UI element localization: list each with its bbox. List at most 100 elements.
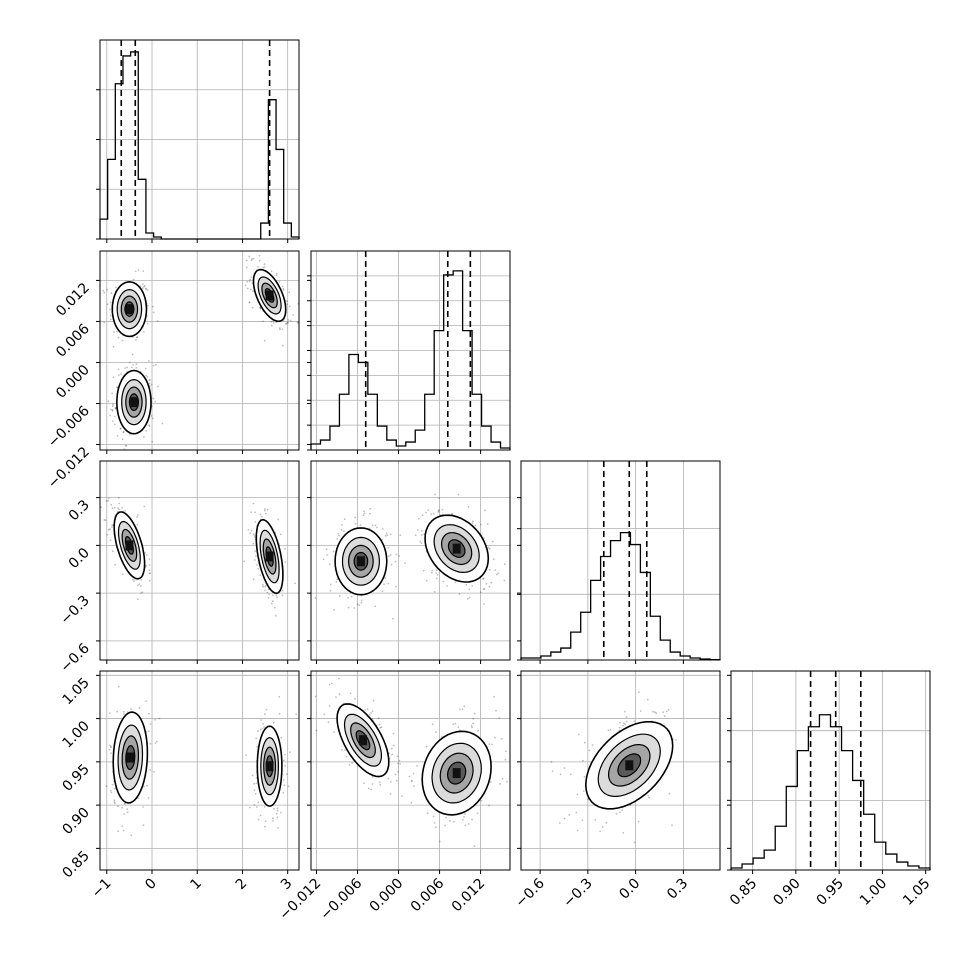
scatter-point bbox=[332, 550, 335, 553]
scatter-point bbox=[270, 320, 273, 323]
scatter-point bbox=[149, 742, 152, 745]
scatter-point bbox=[435, 577, 438, 580]
scatter-point bbox=[665, 710, 668, 713]
scatter-point bbox=[364, 709, 366, 711]
scatter-point bbox=[140, 579, 143, 581]
scatter-point bbox=[471, 818, 473, 821]
scatter-point bbox=[259, 307, 262, 310]
scatter-point bbox=[249, 806, 251, 809]
scatter-point bbox=[138, 706, 141, 709]
scatter-point bbox=[439, 840, 441, 843]
scatter-point bbox=[368, 713, 371, 716]
scatter-point bbox=[281, 344, 284, 347]
scatter-point bbox=[124, 510, 126, 512]
scatter-point bbox=[398, 759, 401, 762]
density-group bbox=[314, 677, 508, 848]
scatter-point bbox=[397, 762, 399, 765]
scatter-point bbox=[336, 538, 339, 540]
scatter-point bbox=[582, 759, 584, 762]
scatter-point bbox=[121, 438, 124, 441]
scatter-point bbox=[272, 322, 275, 324]
scatter-point bbox=[135, 367, 138, 369]
scatter-point bbox=[473, 845, 476, 848]
scatter-point bbox=[158, 717, 161, 720]
scatter-point bbox=[338, 677, 340, 680]
scatter-point bbox=[330, 682, 333, 685]
scatter-point bbox=[254, 511, 256, 514]
scatter-point bbox=[282, 287, 285, 290]
scatter-point bbox=[338, 693, 341, 696]
scatter-point bbox=[264, 825, 266, 828]
y-tick-label: −0.012 bbox=[45, 444, 93, 492]
scatter-point bbox=[286, 773, 288, 775]
scatter-point bbox=[384, 577, 387, 580]
scatter-point bbox=[486, 523, 489, 525]
scatter-point bbox=[430, 513, 432, 515]
scatter-point bbox=[404, 562, 406, 564]
scatter-point bbox=[474, 524, 477, 527]
y-tick-label: 0.95 bbox=[59, 761, 92, 794]
scatter-point bbox=[452, 723, 455, 725]
scatter-point bbox=[130, 366, 133, 369]
scatter-point bbox=[257, 801, 260, 804]
scatter-point bbox=[471, 726, 473, 729]
hist-panel-1 bbox=[307, 250, 511, 451]
scatter-point bbox=[255, 555, 257, 557]
scatter-point bbox=[262, 722, 264, 725]
scatter-point bbox=[472, 718, 475, 720]
scatter-point bbox=[118, 508, 120, 511]
scatter-point bbox=[395, 585, 397, 588]
scatter-point bbox=[111, 507, 114, 509]
x-tick-label: 2 bbox=[233, 876, 251, 894]
scatter-point bbox=[432, 512, 435, 515]
scatter-point bbox=[135, 339, 137, 341]
scatter-point bbox=[109, 308, 111, 311]
density-peak bbox=[125, 304, 134, 315]
scatter-point bbox=[425, 511, 427, 514]
scatter-point bbox=[126, 366, 128, 369]
scatter-point bbox=[599, 830, 601, 833]
scatter-point bbox=[292, 314, 295, 316]
scatter-point bbox=[264, 512, 267, 515]
scatter-point bbox=[143, 286, 145, 288]
scatter-point bbox=[286, 303, 288, 306]
scatter-point bbox=[399, 763, 401, 765]
scatter-point bbox=[395, 553, 398, 556]
scatter-point bbox=[461, 708, 464, 710]
scatter-point bbox=[120, 373, 122, 375]
scatter-point bbox=[287, 785, 290, 788]
scatter-point bbox=[109, 414, 111, 417]
scatter-point bbox=[152, 397, 155, 400]
scatter-point bbox=[461, 818, 464, 821]
scatter-point bbox=[370, 712, 372, 714]
scatter-point bbox=[464, 824, 467, 827]
scatter-point bbox=[145, 288, 147, 290]
scatter-point bbox=[338, 534, 340, 537]
scatter-point bbox=[397, 770, 399, 773]
scatter-point bbox=[273, 807, 275, 810]
scatter-point bbox=[279, 533, 282, 536]
scatter-point bbox=[336, 578, 339, 581]
scatter-point bbox=[467, 823, 470, 825]
scatter-point bbox=[282, 792, 285, 794]
y-tick-label: 0.85 bbox=[59, 848, 92, 881]
scatter-point bbox=[124, 367, 126, 369]
scatter-point bbox=[314, 597, 317, 599]
scatter-point bbox=[387, 582, 390, 585]
scatter-point bbox=[122, 710, 125, 713]
scatter-point bbox=[140, 592, 142, 594]
scatter-point bbox=[123, 813, 125, 815]
scatter-point bbox=[494, 736, 496, 739]
scatter-point bbox=[363, 782, 366, 785]
scatter-point bbox=[271, 594, 274, 597]
scatter-point bbox=[257, 567, 260, 570]
scatter-point bbox=[109, 318, 112, 321]
scatter-point bbox=[410, 779, 413, 782]
scatter-point bbox=[114, 408, 117, 410]
scatter-point bbox=[135, 336, 138, 339]
scatter-point bbox=[434, 826, 437, 829]
scatter-point bbox=[258, 259, 261, 262]
scatter-point bbox=[109, 744, 111, 747]
scatter-point bbox=[263, 726, 265, 728]
scatter-point bbox=[488, 743, 491, 746]
